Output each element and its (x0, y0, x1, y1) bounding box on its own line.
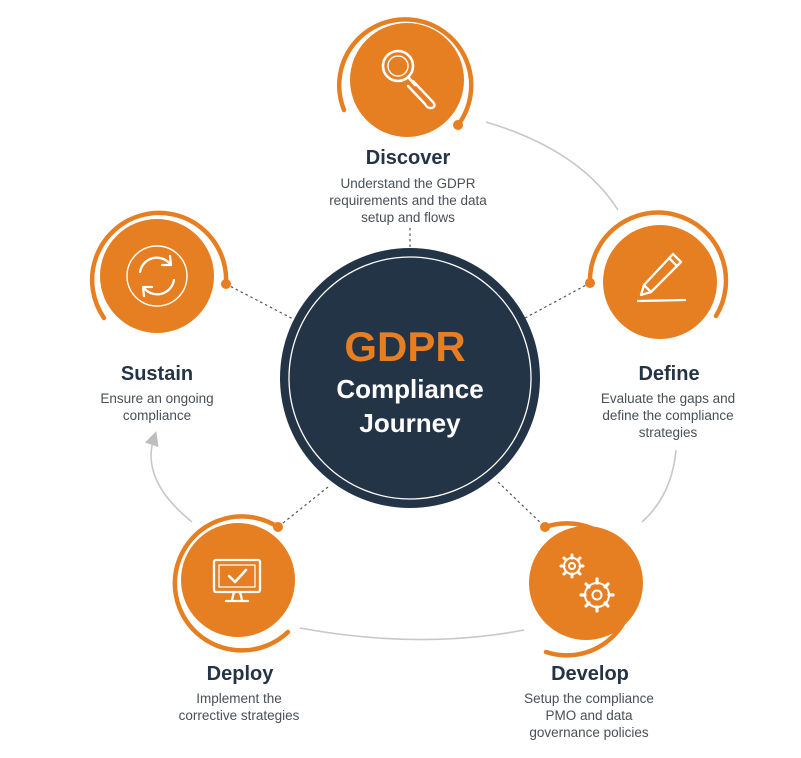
stage-discover[interactable]: Discover Understand the GDPR requirement… (329, 17, 487, 225)
spoke-define (524, 282, 591, 319)
discover-arc-dot (453, 120, 463, 130)
define-title: Define (638, 363, 699, 385)
connector-discover-define (485, 121, 619, 211)
connector-define-develop (641, 449, 677, 523)
sustain-outer-arc (89, 210, 229, 321)
spoke-sustain (225, 283, 296, 321)
define-desc-line2: define the compliance (602, 408, 733, 423)
develop-desc-line2: PMO and data (545, 708, 633, 723)
discover-desc-line3: setup and flows (361, 210, 455, 225)
discover-desc-line2: requirements and the data (329, 193, 487, 208)
center-subtitle-line2: Journey (359, 408, 461, 438)
define-desc-line3: strategies (639, 425, 698, 440)
develop-arc-dot (540, 522, 550, 532)
sustain-title: Sustain (121, 363, 193, 385)
sustain-desc-line1: Ensure an ongoing (100, 391, 213, 406)
discover-circle (350, 23, 464, 137)
stage-sustain[interactable]: Sustain Ensure an ongoing compliance (89, 210, 231, 423)
define-arc-dot (585, 278, 595, 288)
pencil-icon (636, 252, 687, 303)
develop-desc-line1: Setup the compliance (524, 691, 654, 706)
sustain-arc-dot (221, 279, 231, 289)
center-subtitle-line1: Compliance (336, 374, 483, 404)
center-title: GDPR (344, 323, 465, 370)
discover-desc-line1: Understand the GDPR (340, 176, 475, 191)
cycle-connectors (144, 121, 677, 641)
deploy-desc-line1: Implement the (196, 691, 282, 706)
stage-define[interactable]: Define Evaluate the gaps and define the … (585, 210, 735, 440)
gears-icon (559, 553, 615, 613)
stage-deploy[interactable]: Deploy Implement the corrective strategi… (172, 514, 300, 723)
connector-develop-deploy (299, 627, 525, 641)
deploy-title: Deploy (207, 663, 275, 685)
monitor-check-icon (212, 558, 262, 603)
refresh-cycle-icon (126, 245, 188, 307)
sustain-circle (100, 219, 214, 333)
center-inner-ring (288, 256, 532, 500)
define-desc-line1: Evaluate the gaps and (601, 391, 735, 406)
stage-develop[interactable]: Develop Setup the compliance PMO and dat… (524, 521, 654, 740)
center-hub: GDPR Compliance Journey (280, 248, 540, 508)
discover-title: Discover (366, 147, 451, 169)
sustain-desc-line2: compliance (123, 408, 191, 423)
center-circle (280, 248, 540, 508)
deploy-arc-dot (273, 522, 283, 532)
develop-title: Develop (551, 663, 629, 685)
deploy-outer-arc (172, 514, 291, 653)
spoke-deploy (277, 486, 329, 528)
center-spokes (225, 228, 591, 528)
discover-outer-arc (336, 17, 474, 128)
spoke-develop (497, 481, 546, 528)
define-outer-arc (587, 210, 729, 319)
develop-desc-line3: governance policies (529, 725, 649, 740)
magnifier-icon (381, 49, 436, 110)
connector-deploy-sustain (144, 431, 193, 523)
deploy-desc-line2: corrective strategies (179, 708, 300, 723)
